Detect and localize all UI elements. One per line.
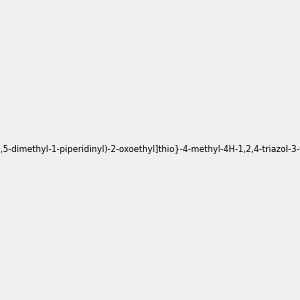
Text: 4-(5-{[2-(3,5-dimethyl-1-piperidinyl)-2-oxoethyl]thio}-4-methyl-4H-1,2,4-triazol: 4-(5-{[2-(3,5-dimethyl-1-piperidinyl)-2-…	[0, 146, 300, 154]
